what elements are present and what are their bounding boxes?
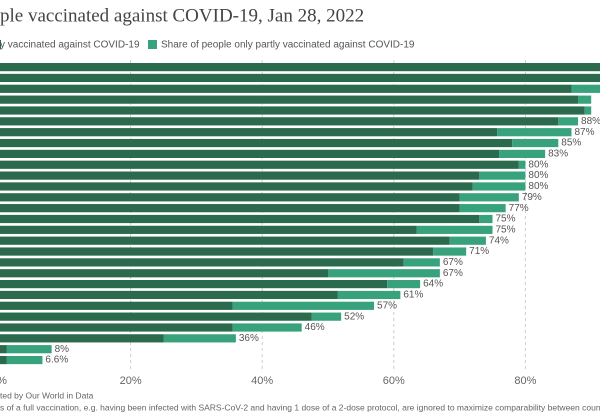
total-label: 71% (469, 246, 489, 257)
bar-segment (497, 128, 572, 137)
bar-segment (0, 95, 579, 104)
bar-segment (0, 63, 600, 72)
bar-segment (499, 149, 546, 158)
total-label: 61% (403, 290, 423, 301)
bar-segment (479, 214, 493, 224)
bar-segment (328, 269, 440, 278)
bar-segment (0, 312, 312, 321)
x-tick-label: 40% (251, 375, 273, 387)
total-label: 77% (509, 203, 529, 214)
bar-segment (0, 355, 7, 365)
bar-segment (232, 323, 302, 332)
bar-segment (449, 236, 486, 245)
legend-label: Share of people only partly vaccinated a… (161, 40, 415, 51)
total-label: 74% (489, 235, 509, 246)
bar-segment (311, 312, 342, 321)
x-tick-label: 20% (120, 375, 142, 387)
bar-segment (0, 301, 233, 310)
legend-swatch (148, 40, 157, 49)
footnote: s of a full vaccination, e.g. having bee… (0, 402, 600, 412)
bar-segment (0, 117, 559, 126)
bar-segment (512, 138, 559, 148)
bar-segment (0, 84, 572, 93)
bar-segment (0, 193, 460, 202)
bar-segment (0, 214, 480, 224)
bar-segment (0, 280, 388, 289)
total-label: 80% (528, 159, 548, 170)
bar-segment (518, 160, 526, 169)
total-label: 80% (528, 170, 548, 181)
bar-segment (578, 95, 592, 104)
bar-segment (0, 204, 460, 213)
bar-segment (0, 236, 450, 245)
x-tick-label: 60% (383, 375, 405, 387)
total-label: 64% (423, 279, 443, 290)
bar-segment (472, 182, 526, 191)
bar-segment (6, 355, 43, 365)
x-tick-label: 80% (514, 375, 536, 387)
total-label: 46% (305, 322, 325, 333)
total-label: 36% (239, 333, 259, 344)
bar-segment (571, 84, 600, 93)
total-label: 80% (528, 181, 548, 192)
total-label: 6.6% (45, 355, 68, 366)
bar-segment (0, 225, 417, 234)
bar-segment (433, 247, 467, 256)
bar-segment (0, 128, 498, 137)
bar-segment (232, 301, 375, 310)
total-label: 83% (548, 149, 568, 160)
bar-segment (459, 204, 506, 213)
bar-segment (0, 171, 480, 180)
bar-segment (387, 280, 421, 289)
x-tick-label: 0% (0, 375, 7, 387)
bar-segment (0, 247, 434, 256)
bar-segment (479, 171, 526, 180)
bar-segment (0, 73, 600, 83)
bar-segment (0, 258, 404, 267)
bar-segment (0, 138, 513, 148)
legend: y vaccinated against COVID-19 Share of pe… (0, 40, 415, 51)
total-label: 79% (522, 192, 542, 203)
total-label: 67% (443, 268, 463, 279)
source-note: ted by Our World in Data (0, 390, 94, 400)
bar-segment (0, 334, 164, 343)
bar-segment (163, 334, 236, 343)
total-label: 75% (496, 214, 516, 225)
total-label: 57% (377, 300, 397, 311)
legend-label: y vaccinated against COVID-19 (0, 40, 140, 51)
bar-segment (403, 258, 440, 267)
bar-segment (0, 106, 585, 115)
bar-segment (6, 345, 52, 354)
bar-segment (0, 160, 519, 169)
bar-segment (558, 117, 579, 126)
total-label: 8% (55, 344, 70, 355)
bar-segment (0, 269, 328, 278)
total-label: 67% (443, 257, 463, 268)
bar-segment (0, 345, 7, 354)
bar-segment (0, 290, 338, 300)
total-label: 52% (344, 311, 364, 322)
total-label: 87% (574, 127, 594, 138)
total-label: 75% (496, 224, 516, 235)
bar-segment (0, 323, 233, 332)
bar-segment (337, 290, 401, 300)
total-label: 85% (561, 138, 581, 149)
total-label: 88% (581, 116, 600, 127)
bar-segment (584, 106, 592, 115)
bar-segment (416, 225, 493, 234)
bar-segment (459, 193, 519, 202)
bar-segment (0, 149, 500, 158)
chart-title: ple vaccinated against COVID-19, Jan 28,… (0, 5, 364, 26)
legend-swatch (0, 40, 1, 49)
bar-segment (0, 182, 473, 191)
